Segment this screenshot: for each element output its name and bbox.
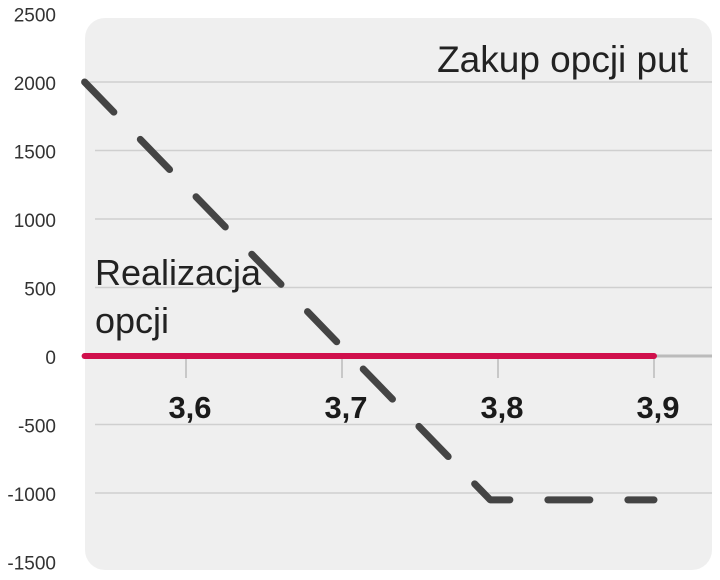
x-tick-label: 3,7 [324,390,367,425]
y-tick-label: 2000 [14,74,56,95]
y-tick-label: 2500 [14,6,56,27]
y-tick-label: -1500 [7,554,56,575]
y-tick-label: 0 [45,348,56,369]
annotation-line2: opcji [95,300,169,341]
payoff-line-dashed [81,78,658,504]
x-tick-label: 3,6 [168,390,211,425]
y-tick-label: 1000 [14,211,56,232]
annotation-line1: Realizacja [95,252,262,293]
plot-panel [85,18,712,570]
x-tick-label: 3,9 [636,390,679,425]
y-tick-label: 1500 [14,143,56,164]
y-tick-label: -1000 [7,485,56,506]
x-tick-label: 3,8 [480,390,523,425]
y-tick-label: -500 [18,417,56,438]
chart-title: Zakup opcji put [437,39,689,80]
y-tick-label: 500 [24,280,56,301]
